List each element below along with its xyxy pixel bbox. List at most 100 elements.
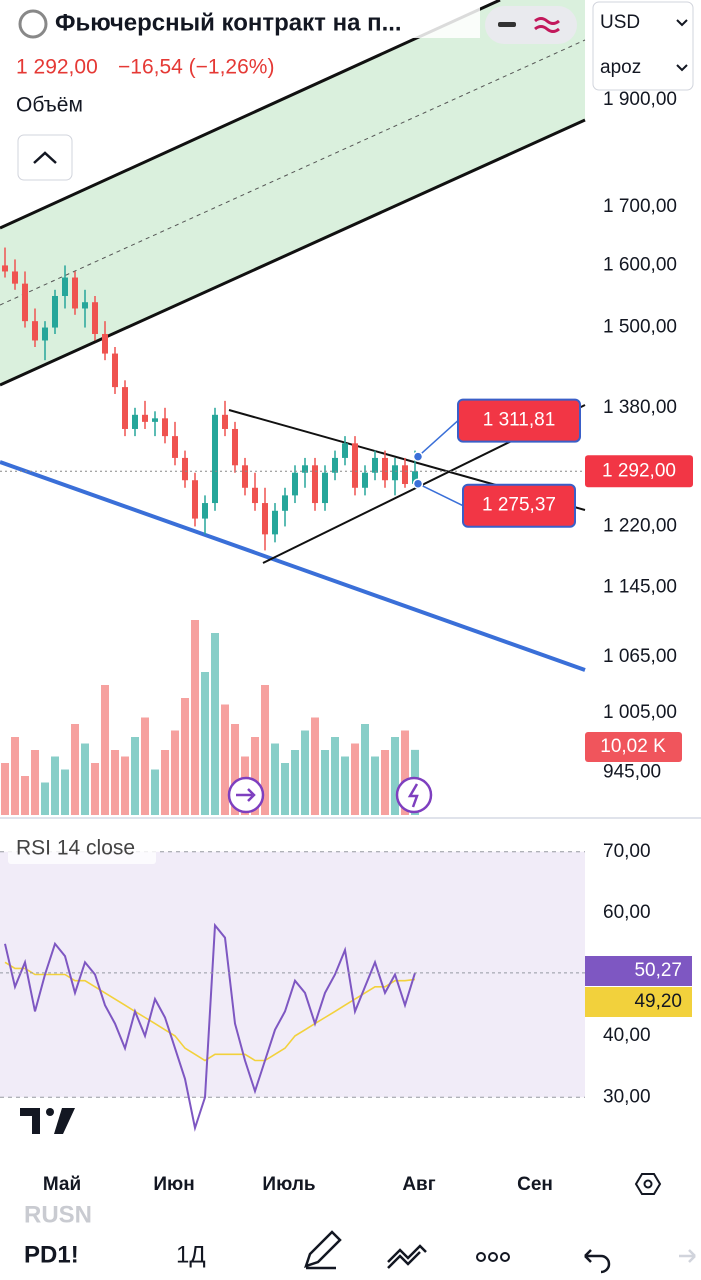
volume-bar: [291, 750, 299, 815]
symbol-title[interactable]: Фьючерсный контракт на п...: [55, 9, 402, 36]
account[interactable]: apoz: [600, 57, 641, 78]
volume-bar: [221, 704, 229, 815]
x-tick-label: Сен: [517, 1174, 553, 1195]
volume-label: 10,02 K: [600, 736, 666, 757]
candle-body: [382, 457, 388, 481]
price-pane: [0, 0, 701, 819]
candle-body: [22, 283, 28, 322]
y-tick-label: 1 500,00: [603, 317, 677, 338]
volume-bar: [261, 685, 269, 815]
candle-body: [212, 414, 218, 504]
volume-bar: [171, 730, 179, 815]
rsi-pane: [0, 851, 585, 1132]
annotation-point: [412, 451, 424, 462]
candle-body: [112, 353, 118, 388]
volume-bar: [351, 743, 359, 815]
volume-bar: [101, 685, 109, 815]
candle-body: [82, 302, 88, 309]
volume-bar: [201, 672, 209, 815]
symbol-button[interactable]: PD1!: [24, 1241, 79, 1268]
price-change: −16,54 (−1,26%): [118, 56, 274, 79]
collapse-button[interactable]: [17, 134, 73, 181]
annotation-point: [412, 478, 424, 489]
y-tick-label: 945,00: [603, 761, 661, 782]
logo-part: [20, 1108, 40, 1116]
dot: [476, 1252, 486, 1262]
volume-bar: [51, 756, 59, 815]
line-tool[interactable]: [387, 1244, 427, 1269]
candle-body: [272, 510, 278, 535]
header: Фьючерсный контракт на п... USD apoz 1 2…: [16, 1, 694, 181]
candle-body: [262, 503, 268, 535]
candle-body: [332, 457, 338, 473]
volume-bar: [321, 750, 329, 815]
more-button[interactable]: [476, 1252, 510, 1262]
logo-part: [46, 1108, 54, 1116]
title-bg: [8, 834, 156, 864]
channel-mid: [0, 39, 586, 306]
toggle[interactable]: [485, 6, 577, 44]
candle-body: [372, 457, 378, 473]
volume-bar: [181, 698, 189, 815]
y-tick-label: 1 380,00: [603, 397, 677, 418]
volume-bar: [341, 756, 349, 815]
last-price-label: 1 292,00: [602, 460, 676, 481]
selector-box: [592, 1, 694, 91]
chevron: [676, 19, 688, 72]
x-tick-label: Май: [43, 1174, 81, 1195]
candle-body: [222, 414, 228, 429]
volume-bar: [161, 750, 169, 815]
volume-bar: [11, 737, 19, 815]
volume-bar: [111, 750, 119, 815]
candle-body: [72, 277, 78, 309]
candle-body: [182, 457, 188, 481]
rsi-band: [0, 851, 585, 1098]
volume-bar: [311, 717, 319, 815]
rsi-title: RSI 14 close: [16, 837, 135, 860]
candle-body: [92, 302, 98, 334]
candle-body: [142, 414, 148, 422]
symbol-icon: [18, 9, 48, 39]
candle-body: [252, 487, 258, 504]
candle-body: [362, 472, 368, 488]
undo[interactable]: [584, 1249, 611, 1274]
candle-body: [412, 471, 418, 484]
candle-body: [402, 465, 408, 484]
y-tick-label: 1 700,00: [603, 196, 677, 217]
trend-line: [0, 460, 586, 672]
volume-bar: [21, 776, 29, 815]
candle-body: [232, 428, 238, 466]
y-tick-label: 70,00: [603, 841, 651, 862]
redo[interactable]: [679, 1249, 696, 1263]
dot: [488, 1252, 498, 1262]
candle-body: [42, 327, 48, 341]
interval-button[interactable]: 1Д: [176, 1241, 206, 1268]
draw-tool[interactable]: [304, 1230, 342, 1270]
toggle-icon: [498, 22, 516, 27]
currency[interactable]: USD: [600, 12, 640, 33]
candle-body: [172, 436, 178, 458]
volume-bar: [61, 769, 69, 815]
candle-body: [302, 465, 308, 473]
volume-bar: [211, 633, 219, 815]
candle-body: [342, 443, 348, 458]
volume-bar: [191, 620, 199, 815]
candle-body: [62, 277, 68, 296]
candle-body: [202, 503, 208, 519]
settings-icon[interactable]: [634, 1173, 662, 1195]
volume-bar: [361, 724, 369, 815]
candle-body: [162, 418, 168, 437]
volume-bar: [401, 730, 409, 815]
volume-bar: [271, 743, 279, 815]
y-tick-label: 1 600,00: [603, 254, 677, 275]
volume-bar: [81, 743, 89, 815]
volume-bar: [231, 724, 239, 815]
x-tick-label: Июль: [262, 1174, 315, 1195]
y-tick-label: 1 145,00: [603, 577, 677, 598]
rsi-line: [4, 961, 416, 1062]
volume-bar: [1, 763, 9, 815]
y-tick-label: 1 220,00: [603, 515, 677, 536]
candle-body: [122, 387, 128, 429]
annotation-box: [457, 398, 581, 443]
